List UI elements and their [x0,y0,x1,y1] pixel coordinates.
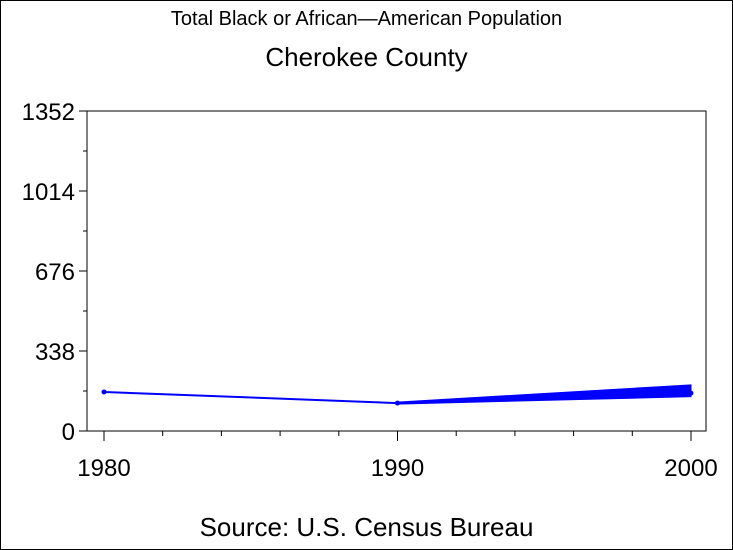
data-point [395,400,400,406]
data-point [688,390,694,396]
y-tick-label: 1352 [22,99,75,126]
y-tick-label: 0 [62,419,75,446]
y-axis: 0 338 676 1014 1352 [22,99,87,446]
plot-area [86,110,707,432]
x-tick-label: 2000 [664,455,717,482]
y-tick-label: 1014 [22,179,75,206]
x-tick-label: 1980 [77,455,130,482]
y-tick-label: 676 [35,259,75,286]
chart-subtitle: Cherokee County [265,42,468,72]
x-axis: 1980 1990 2000 [77,431,718,482]
data-point [101,389,107,395]
x-tick-label: 1990 [371,455,424,482]
chart-footnote: Source: U.S. Census Bureau [199,512,534,542]
chart-title: Total Black or African—American Populati… [170,8,563,30]
y-tick-label: 338 [35,339,75,366]
series-layer [101,384,694,406]
